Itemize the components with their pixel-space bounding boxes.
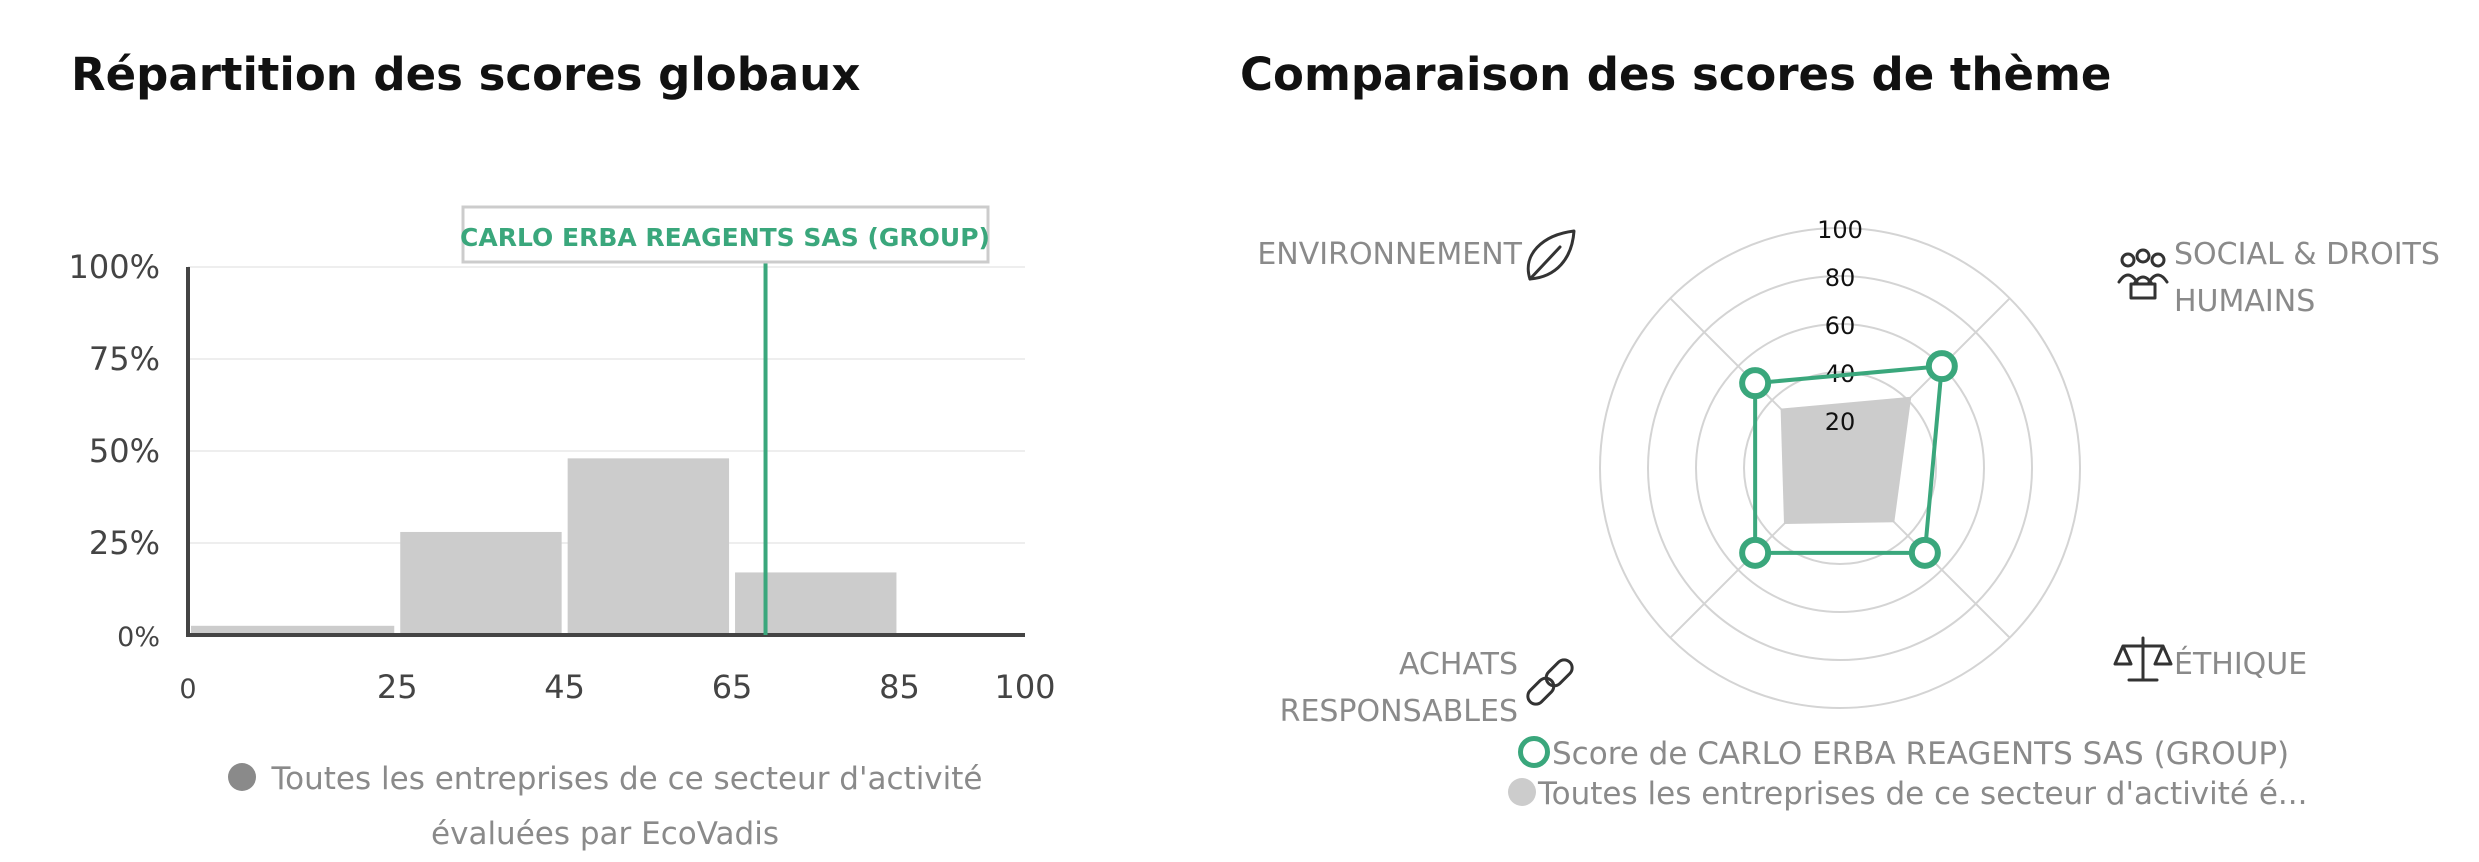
company-score-point — [1739, 367, 1772, 400]
legend-green-ring-icon — [1518, 735, 1550, 768]
x-tick-label: 65 — [712, 668, 753, 706]
y-tick-label: 50% — [89, 432, 160, 470]
radar-ring — [1743, 371, 1937, 565]
legend-company-score[interactable]: Score de CARLO ERBA REAGENTS SAS (GROUP) — [1518, 735, 2290, 772]
link-ring-left — [1526, 676, 1556, 706]
radar-axis-label: HUMAINS — [2174, 284, 2315, 319]
radar-axis-label: SOCIAL & DROITS — [2174, 237, 2440, 272]
scales-outline — [2113, 636, 2173, 682]
radar-axis-label: ACHATS — [1399, 647, 1518, 682]
scales-icon — [2113, 636, 2173, 682]
y-tick-label: 0% — [117, 622, 160, 653]
radar-ring-label: 20 — [1825, 408, 1856, 436]
legend-gray-dot — [227, 762, 256, 791]
distribution-title: Répartition des scores globaux — [71, 48, 861, 101]
y-tick-label: 100% — [69, 248, 160, 286]
leaf-icon-outline — [1526, 229, 1576, 281]
score-distribution-chart: 0% 25% 50% 75% 100% 0 25 45 65 85 100 CARLO ERBA RE… — [69, 205, 1056, 706]
radar-ring — [1647, 275, 2033, 661]
x-tick-label: 85 — [879, 668, 920, 706]
histogram-bar — [191, 625, 395, 635]
x-tick-label: 45 — [544, 668, 585, 706]
radar-axis-label: ENVIRONNEMENT — [1257, 237, 1522, 272]
histogram-bar — [735, 572, 897, 635]
score-distribution-panel: Répartition des scores globaux 0% 25% 50% 7… — [0, 0, 1230, 862]
radar-ring — [1695, 323, 1985, 613]
company-score-point — [1925, 350, 1958, 383]
company-score-marker-label: CARLO ERBA REAGENTS SAS (GROUP) — [460, 223, 990, 252]
person-head — [2135, 248, 2151, 264]
legend-all-label: Toutes les entreprises de ce secteur d'a… — [1538, 776, 2308, 812]
company-score-point — [1739, 536, 1772, 569]
x-tick-label: 0 — [179, 674, 196, 705]
radar-axis-label: RESPONSABLES — [1280, 694, 1518, 729]
y-tick-label: 75% — [89, 340, 160, 378]
leaf-icon — [1526, 229, 1576, 281]
legend-gray-dot — [1508, 777, 1536, 806]
radar-ring-label: 60 — [1825, 312, 1856, 340]
comparison-title: Comparaison des scores de thème — [1240, 48, 2112, 101]
people-bodies — [2117, 273, 2169, 286]
link-ring-right — [1544, 658, 1574, 688]
people-base — [2129, 282, 2157, 300]
person-head — [2150, 252, 2166, 268]
people-icon — [2117, 248, 2169, 300]
person-head — [2120, 252, 2136, 268]
radar-axis-label: ÉTHIQUE — [2174, 646, 2307, 682]
x-tick-label: 100 — [994, 668, 1055, 706]
company-score-marker-box — [461, 205, 990, 264]
distribution-legend[interactable]: Toutes les entreprises de ce secteur d'a… — [170, 752, 1040, 862]
histogram-bar — [400, 531, 562, 635]
legend-company-label: Score de CARLO ERBA REAGENTS SAS (GROUP) — [1552, 736, 2290, 772]
company-score-point — [1908, 536, 1941, 569]
all-companies-area — [1780, 396, 1912, 525]
legend-all-companies-label: Toutes les entreprises de ce secteur d'a… — [271, 761, 983, 852]
leaf-icon-vein — [1528, 245, 1562, 281]
radar-ring-label: 100 — [1817, 216, 1863, 244]
link-icon — [1526, 658, 1574, 706]
x-tick-label: 25 — [377, 668, 418, 706]
legend-all-companies[interactable]: Toutes les entreprises de ce secteur d'a… — [1508, 776, 2307, 812]
histogram-bar — [567, 458, 730, 635]
radar-ring — [1599, 227, 2081, 709]
theme-comparison-panel: Comparaison des scores de thème 20 40 60 80… — [1230, 0, 2479, 862]
radar-ring-label: 80 — [1825, 264, 1856, 292]
y-tick-label: 25% — [89, 524, 160, 562]
